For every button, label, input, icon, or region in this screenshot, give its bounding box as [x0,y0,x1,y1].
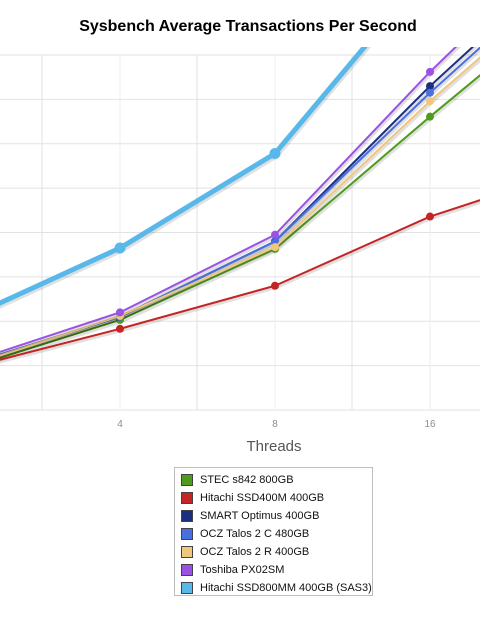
legend-swatch [181,564,193,576]
legend-label: SMART Optimus 400GB [200,510,320,522]
legend-swatch [181,474,193,486]
series-line [0,47,368,306]
legend-item[interactable]: Hitachi SSD400M 400GB [181,489,372,507]
legend-swatch [181,528,193,540]
series-4 [0,56,480,360]
data-point [426,97,434,106]
x-axis-title: Threads [246,438,301,455]
legend-item[interactable]: OCZ Talos 2 C 480GB [181,525,372,543]
series-layer [0,47,480,364]
data-point [426,67,434,76]
series-5 [0,47,461,356]
legend-label: Hitachi SSD800MM 400GB (SAS3) [200,582,372,594]
data-point [271,230,279,239]
data-point [426,212,434,221]
data-point [114,242,126,254]
data-point [426,112,434,121]
data-point [426,82,434,91]
data-point [116,308,124,317]
legend-item[interactable]: Toshiba PX02SM [181,561,372,579]
series-line-shadow [0,76,480,362]
legend-swatch [181,582,193,594]
series-1 [0,199,480,364]
x-tick-label: 16 [424,419,436,430]
legend-item[interactable]: STEC s842 800GB [181,471,372,489]
grid [0,54,480,411]
legend-label: OCZ Talos 2 R 400GB [200,546,310,558]
legend-label: Hitachi SSD400M 400GB [200,492,325,504]
series-line-shadow [0,47,372,309]
data-point [116,324,124,333]
legend-swatch [181,510,193,522]
series-0 [0,74,480,362]
series-6 [0,47,372,309]
legend-swatch [181,546,193,558]
legend-label: STEC s842 800GB [200,474,294,486]
legend-item[interactable]: Hitachi SSD800MM 400GB (SAS3) [181,579,372,597]
x-axis-ticks: 4 8 16 [117,419,436,430]
data-point [426,88,434,97]
legend: STEC s842 800GB Hitachi SSD400M 400GB SMAR… [174,467,373,596]
data-point [271,237,279,246]
plot-area: 4 8 16 Threads [0,47,480,455]
legend-swatch [181,492,193,504]
legend-item[interactable]: SMART Optimus 400GB [181,507,372,525]
data-point [269,148,281,160]
legend-label: Toshiba PX02SM [200,564,285,576]
legend-item[interactable]: OCZ Talos 2 R 400GB [181,543,372,561]
legend-label: OCZ Talos 2 C 480GB [200,528,310,540]
x-tick-label: 4 [117,419,123,430]
data-point [271,243,279,252]
data-point [271,281,279,290]
x-tick-label: 8 [272,419,278,430]
chart-title: Sysbench Average Transactions Per Second [79,18,417,35]
